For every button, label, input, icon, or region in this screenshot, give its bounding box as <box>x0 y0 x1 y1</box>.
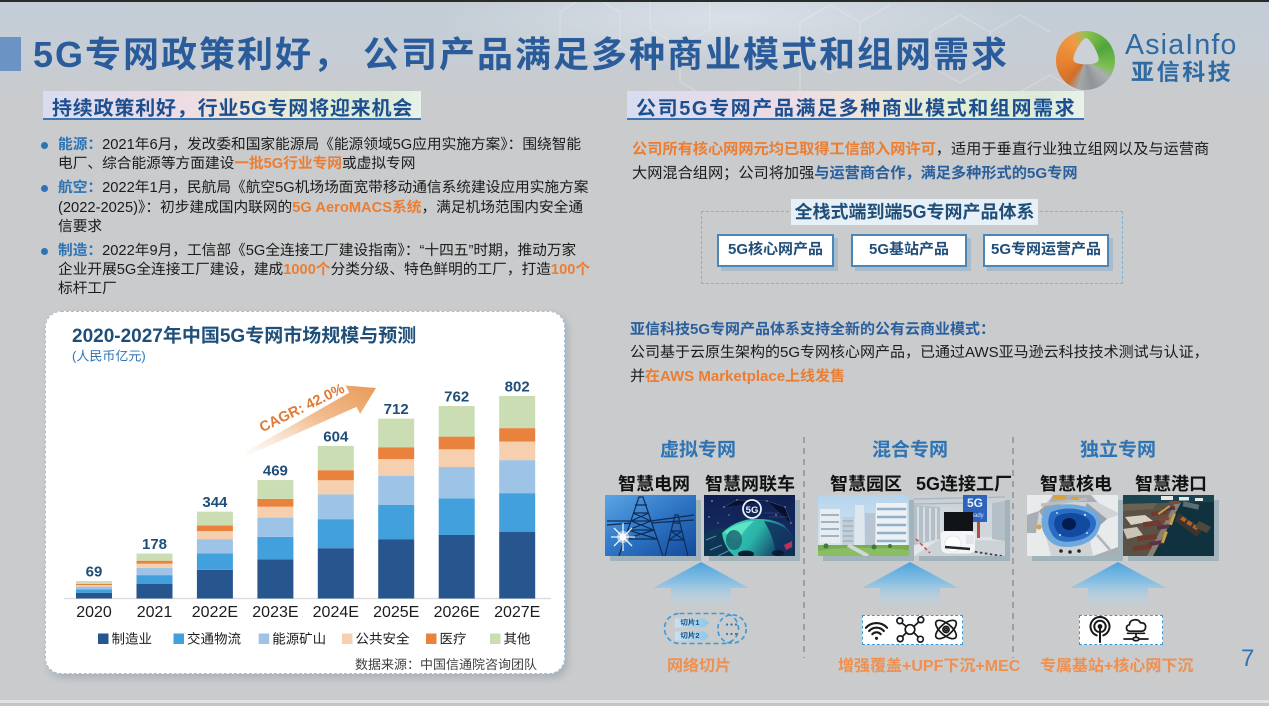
svg-text:切片2: 切片2 <box>680 631 699 640</box>
svg-text:469: 469 <box>263 463 288 480</box>
svg-text:其他: 其他 <box>504 632 531 647</box>
svg-text:604: 604 <box>323 428 349 445</box>
svg-text:医疗: 医疗 <box>440 632 467 647</box>
svg-text:切片1: 切片1 <box>680 618 699 627</box>
svg-text:178: 178 <box>142 536 167 553</box>
svg-text:2027E: 2027E <box>494 604 540 621</box>
svg-text:公共安全: 公共安全 <box>356 632 410 647</box>
svg-text:2020: 2020 <box>76 604 112 621</box>
svg-text:2022E: 2022E <box>192 604 238 621</box>
svg-text:712: 712 <box>384 401 409 418</box>
svg-text:5G: 5G <box>746 505 759 516</box>
svg-text:交通物流: 交通物流 <box>187 632 241 647</box>
svg-text:2023E: 2023E <box>252 604 298 621</box>
svg-text:2024E: 2024E <box>313 604 359 621</box>
svg-text:2025E: 2025E <box>373 604 419 621</box>
svg-text:762: 762 <box>444 389 469 406</box>
svg-text:69: 69 <box>86 564 103 581</box>
svg-text:Ready: Ready <box>966 513 983 519</box>
svg-text:制造业: 制造业 <box>112 632 153 647</box>
svg-text:802: 802 <box>505 378 530 395</box>
svg-text:5G: 5G <box>967 496 983 510</box>
svg-text:344: 344 <box>202 494 228 511</box>
svg-text:2020-2027年中国5G专网市场规模与预测: 2020-2027年中国5G专网市场规模与预测 <box>72 325 416 347</box>
svg-text:数据来源：中国信通院咨询团队: 数据来源：中国信通院咨询团队 <box>355 657 537 672</box>
svg-text:(人民币亿元): (人民币亿元) <box>72 349 146 364</box>
svg-text:2021: 2021 <box>137 604 173 621</box>
svg-text:2026E: 2026E <box>434 604 480 621</box>
svg-text:能源矿山: 能源矿山 <box>272 632 326 647</box>
